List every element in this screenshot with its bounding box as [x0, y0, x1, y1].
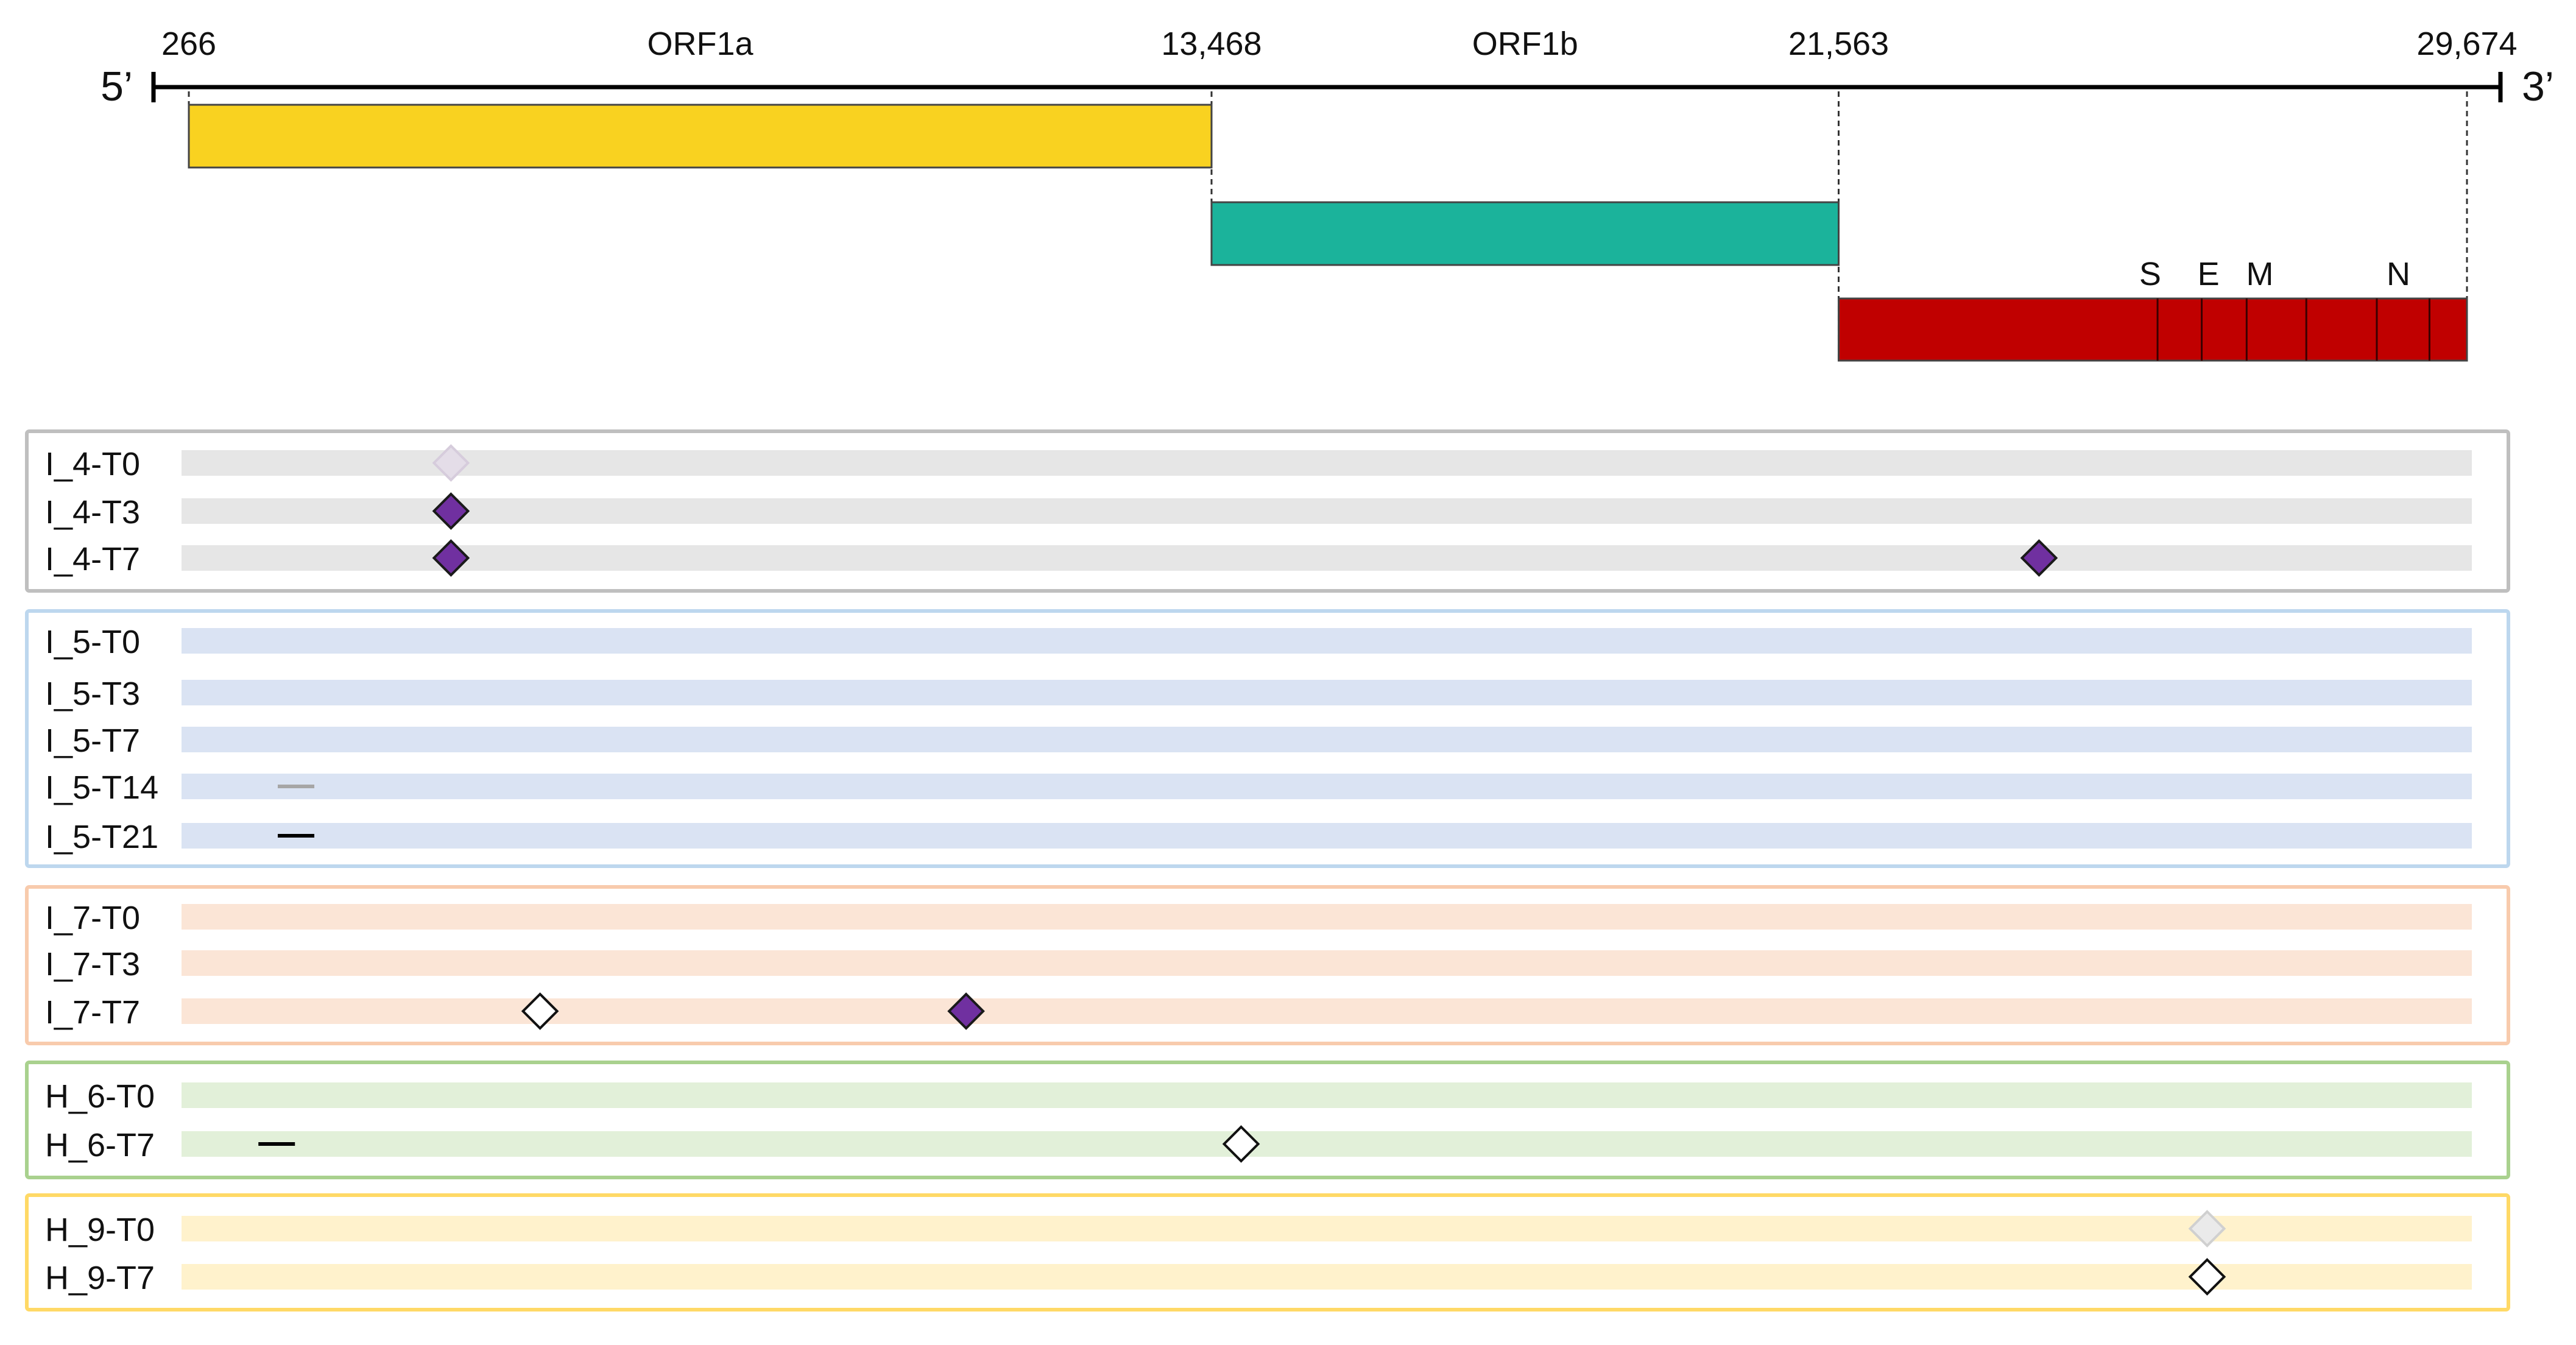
group-frame — [25, 1061, 2510, 1179]
sample-track — [182, 774, 2472, 799]
sample-row: I_7-T7 — [45, 992, 2472, 1031]
sample-track — [182, 823, 2472, 849]
sample-track — [182, 904, 2472, 930]
sample-label: I_5-T21 — [45, 819, 158, 855]
tick-label: 13,468 — [1161, 26, 1262, 62]
sample-label: H_9-T7 — [45, 1260, 155, 1296]
orf-bar — [1837, 297, 2468, 362]
sample-row: I_5-T21 — [45, 819, 2472, 855]
structural-gene-label: S — [2139, 256, 2161, 292]
sample-label: I_5-T14 — [45, 769, 158, 806]
sample-track — [182, 628, 2472, 654]
orf-bar — [1210, 201, 1840, 266]
mutation-diamond-marker — [432, 444, 470, 482]
orf-bars: ORF1a ORF1b — [188, 26, 2468, 362]
sample-label: I_7-T0 — [45, 900, 140, 936]
sample-track — [182, 498, 2472, 524]
sample-track — [182, 1216, 2472, 1241]
sample-row: H_6-T7 — [45, 1125, 2472, 1163]
sample-label: I_5-T7 — [45, 722, 140, 759]
sample-row: I_5-T3 — [45, 676, 2472, 712]
group-frame — [25, 609, 2510, 868]
mutation-diamond-marker — [1222, 1125, 1260, 1163]
sample-track — [182, 950, 2472, 976]
group-H_6: H_6-T0 H_6-T7 — [25, 1061, 2510, 1179]
sample-track — [182, 727, 2472, 752]
sample-groups: I_4-T0I_4-T3I_4-T7I_5-T0I_5-T3I_5-T7I_5-… — [25, 429, 2510, 1311]
sample-row: I_4-T3 — [45, 492, 2472, 531]
sample-label: I_5-T0 — [45, 624, 140, 660]
sample-row: I_4-T0 — [45, 444, 2472, 482]
structural-gene-label: N — [2387, 256, 2410, 292]
sample-track — [182, 680, 2472, 705]
sample-label: I_5-T3 — [45, 676, 140, 712]
orf-bar — [188, 104, 1213, 169]
sample-label: H_6-T0 — [45, 1078, 155, 1115]
tick-label: 266 — [161, 26, 216, 62]
group-I_4: I_4-T0 I_4-T3 I_4-T7 — [25, 429, 2510, 593]
mutation-diamond-marker — [432, 492, 470, 530]
sample-label: H_6-T7 — [45, 1127, 155, 1163]
group-I_7: I_7-T0 I_7-T3 I_7-T7 — [25, 885, 2510, 1045]
sample-row: I_7-T0 — [45, 900, 2472, 936]
sample-row: I_7-T3 — [45, 946, 2472, 983]
sample-track — [182, 1264, 2472, 1290]
sample-row: H_6-T0 — [45, 1078, 2472, 1115]
group-H_9: H_9-T0 H_9-T7 — [25, 1193, 2510, 1311]
sample-track — [182, 998, 2472, 1024]
sample-track — [182, 450, 2472, 476]
sample-label: H_9-T0 — [45, 1212, 155, 1248]
orf-label: ORF1a — [647, 26, 753, 62]
mutation-diamond-marker — [2188, 1258, 2226, 1296]
tick-label: 29,674 — [2416, 26, 2517, 62]
structural-gene-label: E — [2198, 256, 2220, 292]
sample-track — [182, 1082, 2472, 1108]
sample-track — [182, 545, 2472, 571]
five-prime-label: 5’ — [101, 63, 133, 110]
group-frame — [25, 1193, 2510, 1311]
sample-label: I_7-T7 — [45, 994, 140, 1031]
tick-label: 21,563 — [1788, 26, 1889, 62]
sample-row: I_5-T0 — [45, 624, 2472, 660]
sample-row: I_5-T14 — [45, 769, 2472, 806]
orf-label: ORF1b — [1472, 26, 1578, 62]
mutation-diamond-marker — [521, 992, 559, 1030]
sample-row: I_5-T7 — [45, 722, 2472, 759]
structural-gene-label: M — [2246, 256, 2273, 292]
three-prime-label: 3’ — [2522, 63, 2554, 110]
sample-label: I_4-T3 — [45, 494, 140, 531]
sample-label: I_4-T0 — [45, 446, 140, 482]
group-I_5: I_5-T0 I_5-T3 I_5-T7 I_5-T14 I_5-T21 — [25, 609, 2510, 868]
genome-map: 5’ 3’ 266 13,468 21,563 29,674 ORF1a ORF1b S… — [101, 26, 2554, 362]
mutation-diamond-marker — [2188, 1210, 2226, 1248]
sample-row: I_4-T7 — [45, 539, 2472, 577]
mutation-diamond-marker — [947, 992, 985, 1030]
group-frame — [25, 885, 2510, 1045]
group-frame — [25, 429, 2510, 593]
sample-row: H_9-T7 — [45, 1258, 2472, 1296]
sample-label: I_7-T3 — [45, 946, 140, 983]
sample-row: H_9-T0 — [45, 1210, 2472, 1248]
sample-label: I_4-T7 — [45, 541, 140, 577]
mutation-diamond-marker — [2020, 539, 2058, 577]
sample-track — [182, 1131, 2472, 1157]
mutation-diamond-marker — [432, 539, 470, 577]
